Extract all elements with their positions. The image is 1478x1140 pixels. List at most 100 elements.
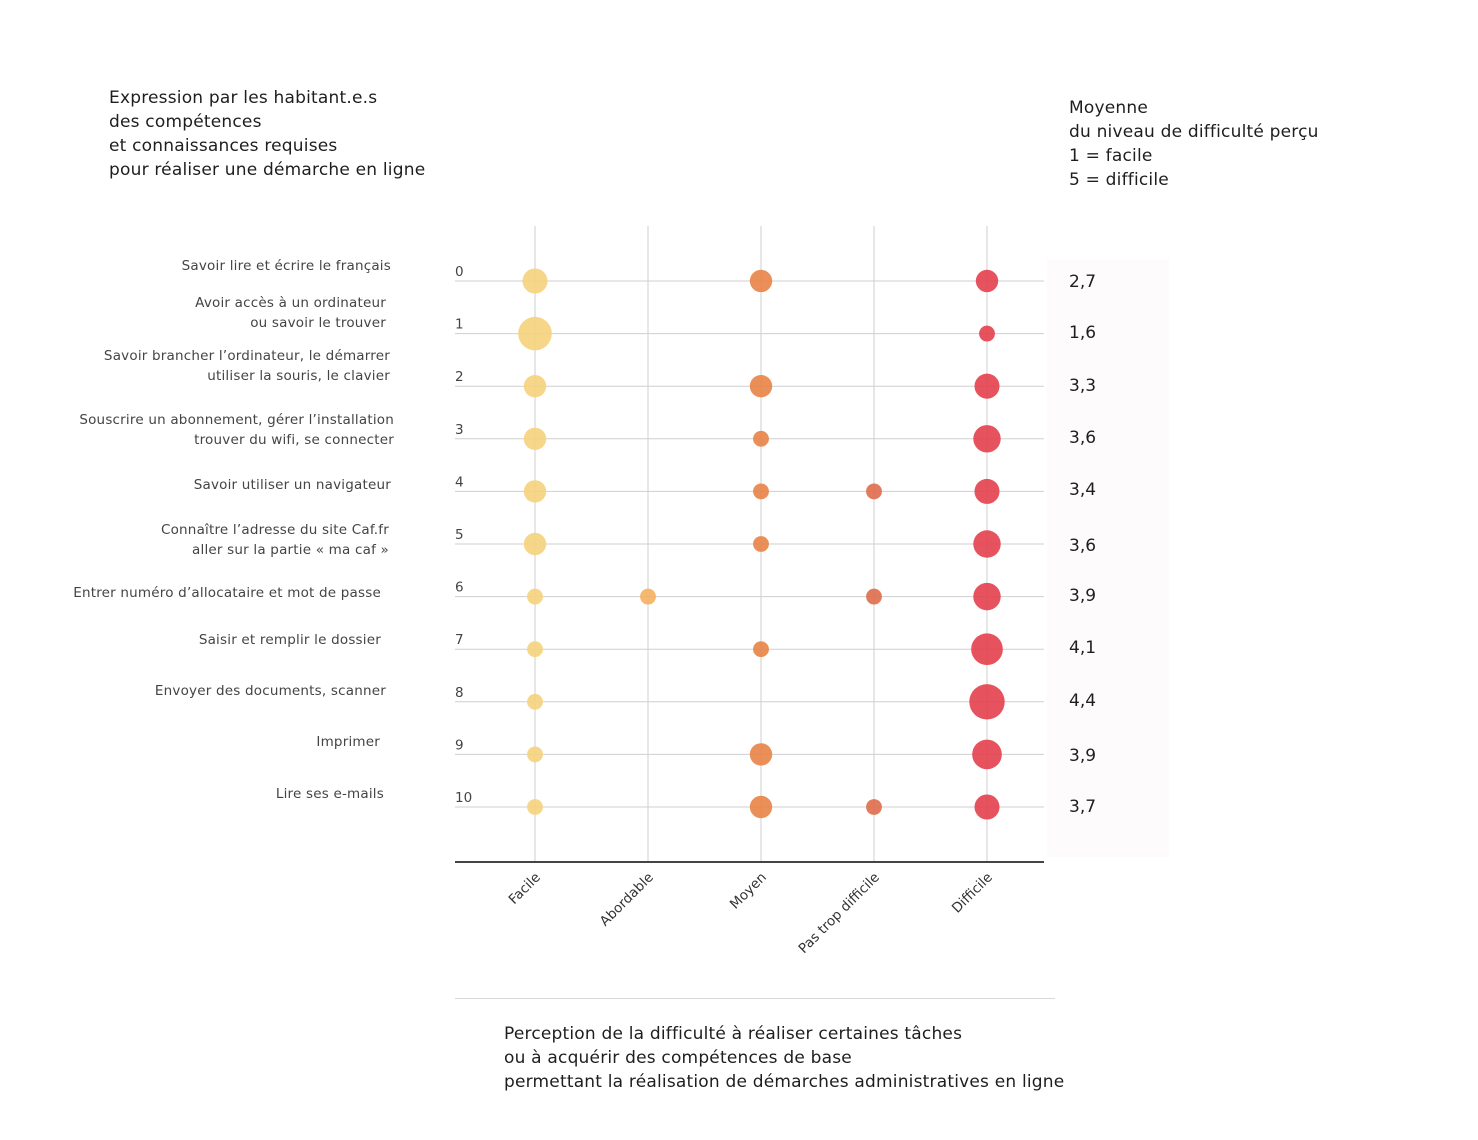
task-label-line: Entrer numéro d’allocataire et mot de pa… <box>73 585 381 601</box>
average-value: 2,7 <box>1069 272 1097 292</box>
bottom-title: Perception de la difficulté à réaliser c… <box>504 1022 1064 1094</box>
task-label-5: Connaître l’adresse du site Caf.fr aller… <box>161 520 389 560</box>
x-tick-label: Abordable <box>597 870 657 930</box>
row-index-label: 1 <box>455 317 464 333</box>
bubble <box>527 746 543 763</box>
bubble <box>523 480 547 503</box>
bottom-title-line: Perception de la difficulté à réaliser c… <box>504 1024 963 1044</box>
task-label-8: Envoyer des documents, scanner <box>155 681 386 701</box>
bubble <box>866 483 882 500</box>
average-value: 3,9 <box>1069 746 1097 766</box>
bubble <box>971 633 1003 666</box>
bubble <box>969 684 1005 720</box>
bubble <box>972 739 1002 770</box>
bubble <box>527 641 543 658</box>
row-index-label: 3 <box>455 422 464 438</box>
row-index-label: 7 <box>455 632 464 648</box>
average-value: 3,3 <box>1069 376 1097 396</box>
bubble <box>749 743 773 766</box>
left-title-line: et connaissances requises <box>109 136 338 156</box>
bubble <box>523 427 547 450</box>
left-title-line: des compétences <box>109 112 262 132</box>
average-value: 1,6 <box>1069 323 1097 343</box>
bubble <box>753 641 769 658</box>
row-index-label: 4 <box>455 474 464 490</box>
task-label-10: Lire ses e-mails <box>276 784 384 804</box>
left-title-line: Expression par les habitant.e.s <box>109 88 378 108</box>
bubble <box>973 530 1001 558</box>
row-index-label: 9 <box>455 737 464 753</box>
average-value: 4,1 <box>1069 638 1097 658</box>
bottom-title-line: permettant la réalisation de démarches a… <box>504 1072 1065 1092</box>
row-index-label: 5 <box>455 527 464 543</box>
task-label-line: Souscrire un abonnement, gérer l’install… <box>79 412 394 428</box>
bubble <box>749 375 773 398</box>
task-label-line: Lire ses e-mails <box>275 786 384 802</box>
task-label-line: Avoir accès à un ordinateur <box>195 295 386 311</box>
average-title-line: du niveau de difficulté perçu <box>1069 122 1319 142</box>
row-index-label: 8 <box>455 685 464 701</box>
average-title-line: 5 = difficile <box>1069 170 1169 190</box>
bubble <box>866 799 882 815</box>
bubble <box>527 693 543 710</box>
x-tick-label: Facile <box>506 870 544 908</box>
separator-line <box>455 998 1055 999</box>
task-label-line: Savoir lire et écrire le français <box>181 258 391 274</box>
average-panel <box>1047 260 1169 857</box>
bubble <box>518 316 552 351</box>
bubble <box>523 532 547 556</box>
row-index-label: 0 <box>455 264 464 280</box>
bubble <box>527 588 543 605</box>
bubble <box>640 588 656 605</box>
task-label-line: ou savoir le trouver <box>250 315 386 331</box>
task-label-9: Imprimer <box>316 732 380 752</box>
bubble <box>749 795 773 819</box>
bottom-title-line: ou à acquérir des compétences de base <box>504 1048 852 1068</box>
average-title-line: 1 = facile <box>1069 146 1153 166</box>
bubble <box>973 582 1001 611</box>
average-title: Moyenne du niveau de difficulté perçu 1 … <box>1069 96 1319 192</box>
bubble <box>866 588 882 605</box>
bubble <box>753 483 769 500</box>
task-label-line: utiliser la souris, le clavier <box>207 368 390 384</box>
bubble <box>974 794 1000 820</box>
x-tick-label: Pas trop difficile <box>796 870 883 957</box>
average-value: 3,4 <box>1069 480 1097 500</box>
bubble <box>973 425 1001 453</box>
task-label-6: Entrer numéro d’allocataire et mot de pa… <box>73 583 381 603</box>
average-value: 3,9 <box>1069 586 1097 606</box>
bubble <box>749 269 773 293</box>
bubble <box>753 536 769 552</box>
bubble <box>979 325 995 342</box>
average-value: 3,6 <box>1069 536 1097 556</box>
average-value: 3,6 <box>1069 428 1097 448</box>
task-label-line: Savoir brancher l’ordinateur, le démarre… <box>103 348 390 364</box>
task-label-line: Imprimer <box>316 734 380 750</box>
bubble <box>753 430 769 447</box>
average-value: 3,7 <box>1069 797 1097 817</box>
row-index-label: 6 <box>455 580 464 596</box>
left-title-line: pour réaliser une démarche en ligne <box>109 160 426 180</box>
bubble <box>974 478 1000 504</box>
row-index-label: 10 <box>455 790 472 806</box>
bubble <box>522 268 548 294</box>
bubble <box>975 269 999 293</box>
task-label-line: Envoyer des documents, scanner <box>154 683 386 699</box>
task-label-line: Saisir et remplir le dossier <box>198 632 381 648</box>
bubble <box>523 375 547 398</box>
bubble <box>974 373 1000 399</box>
task-label-1: Avoir accès à un ordinateur ou savoir le… <box>195 293 386 333</box>
task-label-line: trouver du wifi, se connecter <box>194 432 394 448</box>
average-title-line: Moyenne <box>1069 98 1148 118</box>
task-label-4: Savoir utiliser un navigateur <box>194 475 391 495</box>
task-label-3: Souscrire un abonnement, gérer l’install… <box>79 410 394 450</box>
task-label-line: aller sur la partie « ma caf » <box>192 542 389 558</box>
bubble <box>527 799 543 815</box>
task-label-0: Savoir lire et écrire le français <box>182 256 391 276</box>
left-title: Expression par les habitant.e.s des comp… <box>109 86 425 182</box>
task-label-2: Savoir brancher l’ordinateur, le démarre… <box>104 346 390 386</box>
x-tick-label: Difficile <box>949 870 996 917</box>
average-value: 4,4 <box>1069 691 1097 711</box>
task-label-line: Connaître l’adresse du site Caf.fr <box>160 522 389 538</box>
